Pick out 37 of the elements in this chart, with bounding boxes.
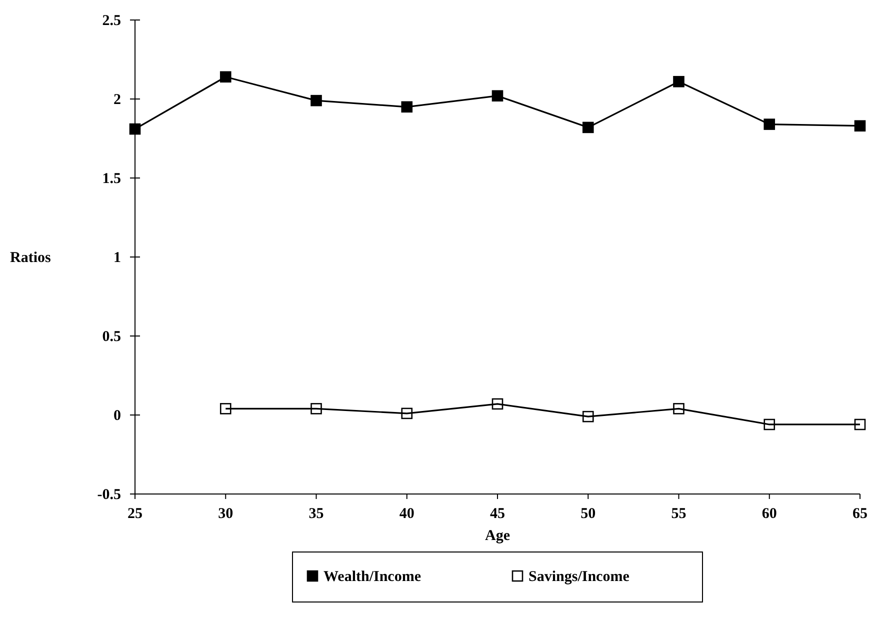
point: [764, 118, 776, 130]
x-tick-label: 30: [218, 506, 234, 522]
y-tick-label: -0.5: [97, 487, 121, 503]
y-tick-label: 0.5: [102, 329, 121, 345]
point: [854, 418, 866, 430]
point: [310, 94, 322, 106]
x-tick-label: 40: [399, 506, 414, 522]
point: [854, 120, 866, 132]
y-tick-label: 1.5: [102, 171, 121, 187]
point: [492, 398, 504, 410]
x-tick-label: 25: [128, 506, 142, 522]
point: [582, 410, 594, 422]
point: [582, 122, 594, 134]
point: [310, 403, 322, 414]
point: [220, 71, 232, 83]
y-axis-title: Ratios: [10, 250, 51, 266]
x-axis-title: Age: [485, 528, 510, 544]
y-tick-label: 0: [114, 408, 121, 424]
point: [673, 76, 684, 88]
point: [129, 123, 141, 135]
point: [764, 418, 776, 430]
point: [401, 101, 413, 113]
y-tick-label: 2: [114, 92, 121, 108]
x-tick-label: 60: [762, 506, 777, 522]
x-tick-label: 50: [580, 506, 596, 522]
x-tick-label: 65: [852, 506, 868, 522]
y-tick-label: 2.5: [102, 13, 121, 29]
legend-label: Wealth/Income: [324, 569, 422, 585]
point: [492, 90, 504, 102]
y-tick-label: 1: [114, 250, 121, 266]
legend-label: Savings/Income: [528, 569, 630, 585]
x-tick-label: 35: [308, 506, 324, 522]
point: [401, 408, 413, 420]
point: [220, 403, 232, 414]
point: [673, 403, 684, 414]
x-tick-label: 45: [490, 506, 505, 522]
x-tick-label: 55: [671, 506, 686, 522]
